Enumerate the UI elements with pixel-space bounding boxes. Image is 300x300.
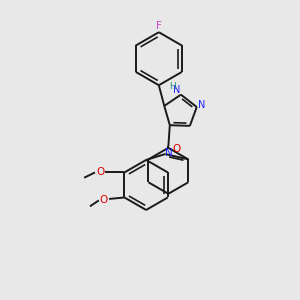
Text: F: F: [156, 21, 162, 31]
Text: O: O: [172, 144, 181, 154]
Text: N: N: [173, 85, 181, 95]
Text: O: O: [100, 195, 108, 206]
Text: O: O: [96, 167, 104, 177]
Text: N: N: [165, 148, 173, 158]
Text: N: N: [198, 100, 206, 110]
Text: H: H: [169, 82, 176, 91]
